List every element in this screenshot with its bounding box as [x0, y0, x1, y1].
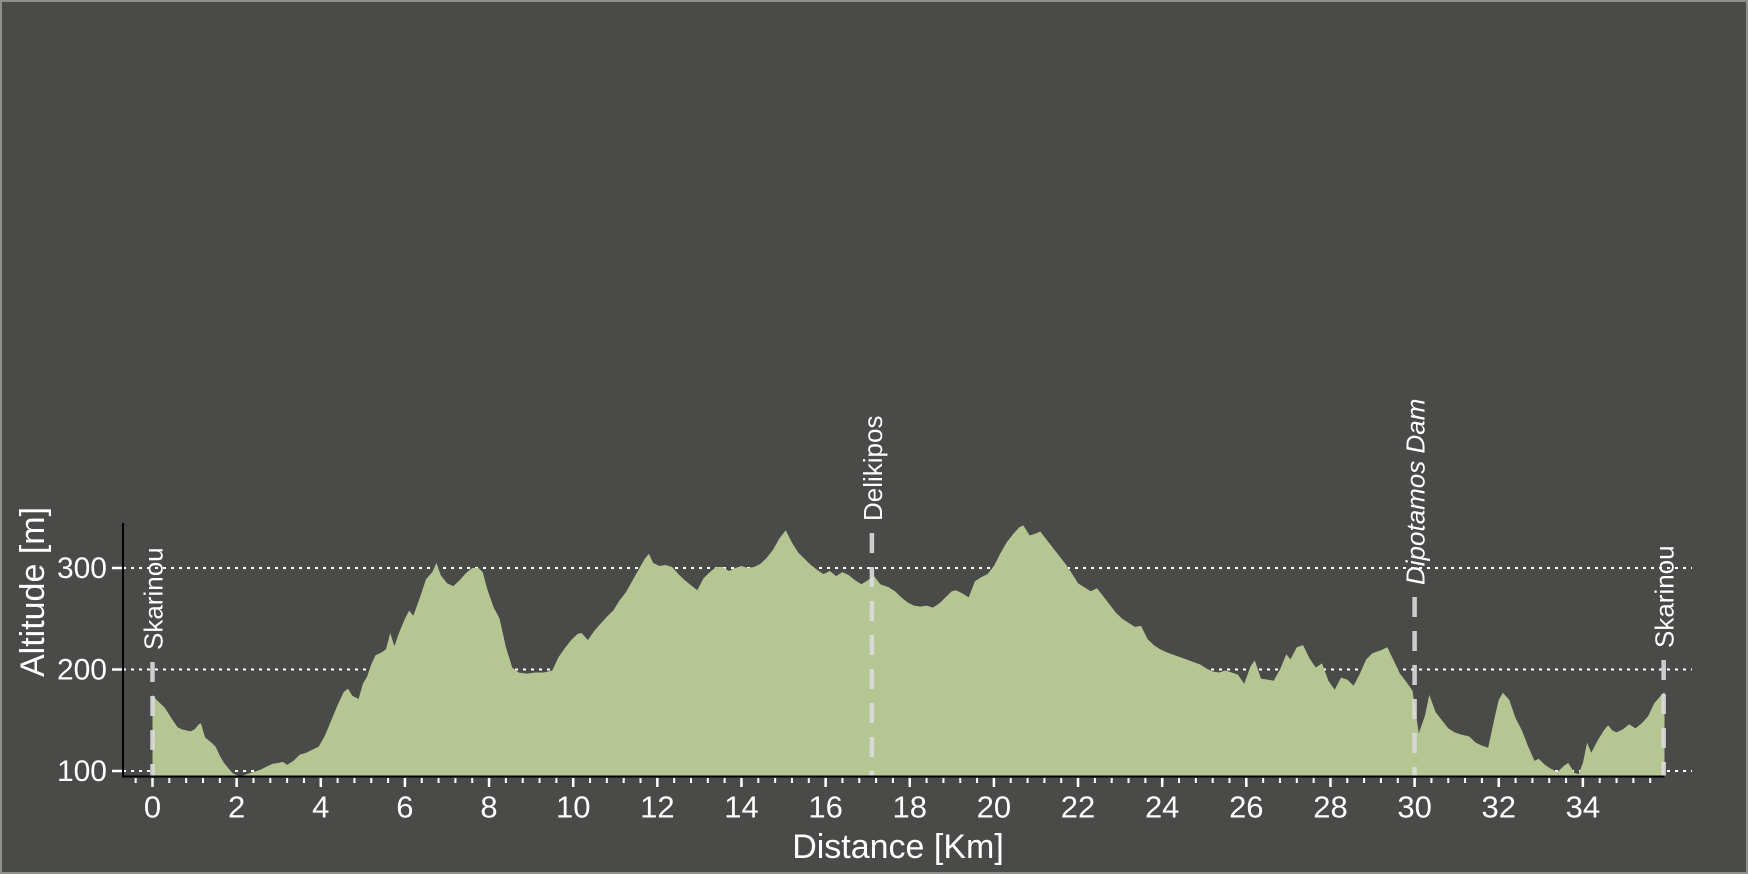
x-tick-label-20: 20: [977, 790, 1011, 825]
y-tick-label-200: 200: [57, 654, 107, 687]
y-tick-label-100: 100: [57, 755, 107, 788]
x-tick-label-12: 12: [640, 790, 674, 825]
y-axis-title: Altitude [m]: [14, 507, 52, 677]
x-tick-label-10: 10: [556, 790, 590, 825]
x-tick-label-34: 34: [1566, 790, 1600, 825]
x-tick-label-14: 14: [724, 790, 758, 825]
marker-label-delikipos: Delikipos: [858, 416, 888, 522]
x-axis-title: Distance [Km]: [792, 828, 1004, 866]
x-tick-label-0: 0: [144, 790, 161, 825]
x-tick-label-6: 6: [396, 790, 413, 825]
marker-label-dipotamos-dam: Dipotamos Dam: [1401, 399, 1431, 585]
marker-label-skarinou: Skarinou: [139, 547, 169, 650]
x-tick-label-8: 8: [480, 790, 497, 825]
x-tick-label-2: 2: [228, 790, 245, 825]
x-tick-label-4: 4: [312, 790, 329, 825]
x-tick-label-30: 30: [1397, 790, 1431, 825]
elevation-area: [152, 525, 1665, 777]
x-tick-label-28: 28: [1313, 790, 1347, 825]
y-tick-label-300: 300: [57, 552, 107, 585]
x-tick-label-24: 24: [1145, 790, 1179, 825]
x-tick-label-22: 22: [1061, 790, 1095, 825]
x-tick-label-18: 18: [893, 790, 927, 825]
marker-label-skarinou: Skarinou: [1650, 545, 1680, 648]
x-tick-label-32: 32: [1481, 790, 1515, 825]
x-tick-label-16: 16: [808, 790, 842, 825]
x-tick-label-26: 26: [1229, 790, 1263, 825]
